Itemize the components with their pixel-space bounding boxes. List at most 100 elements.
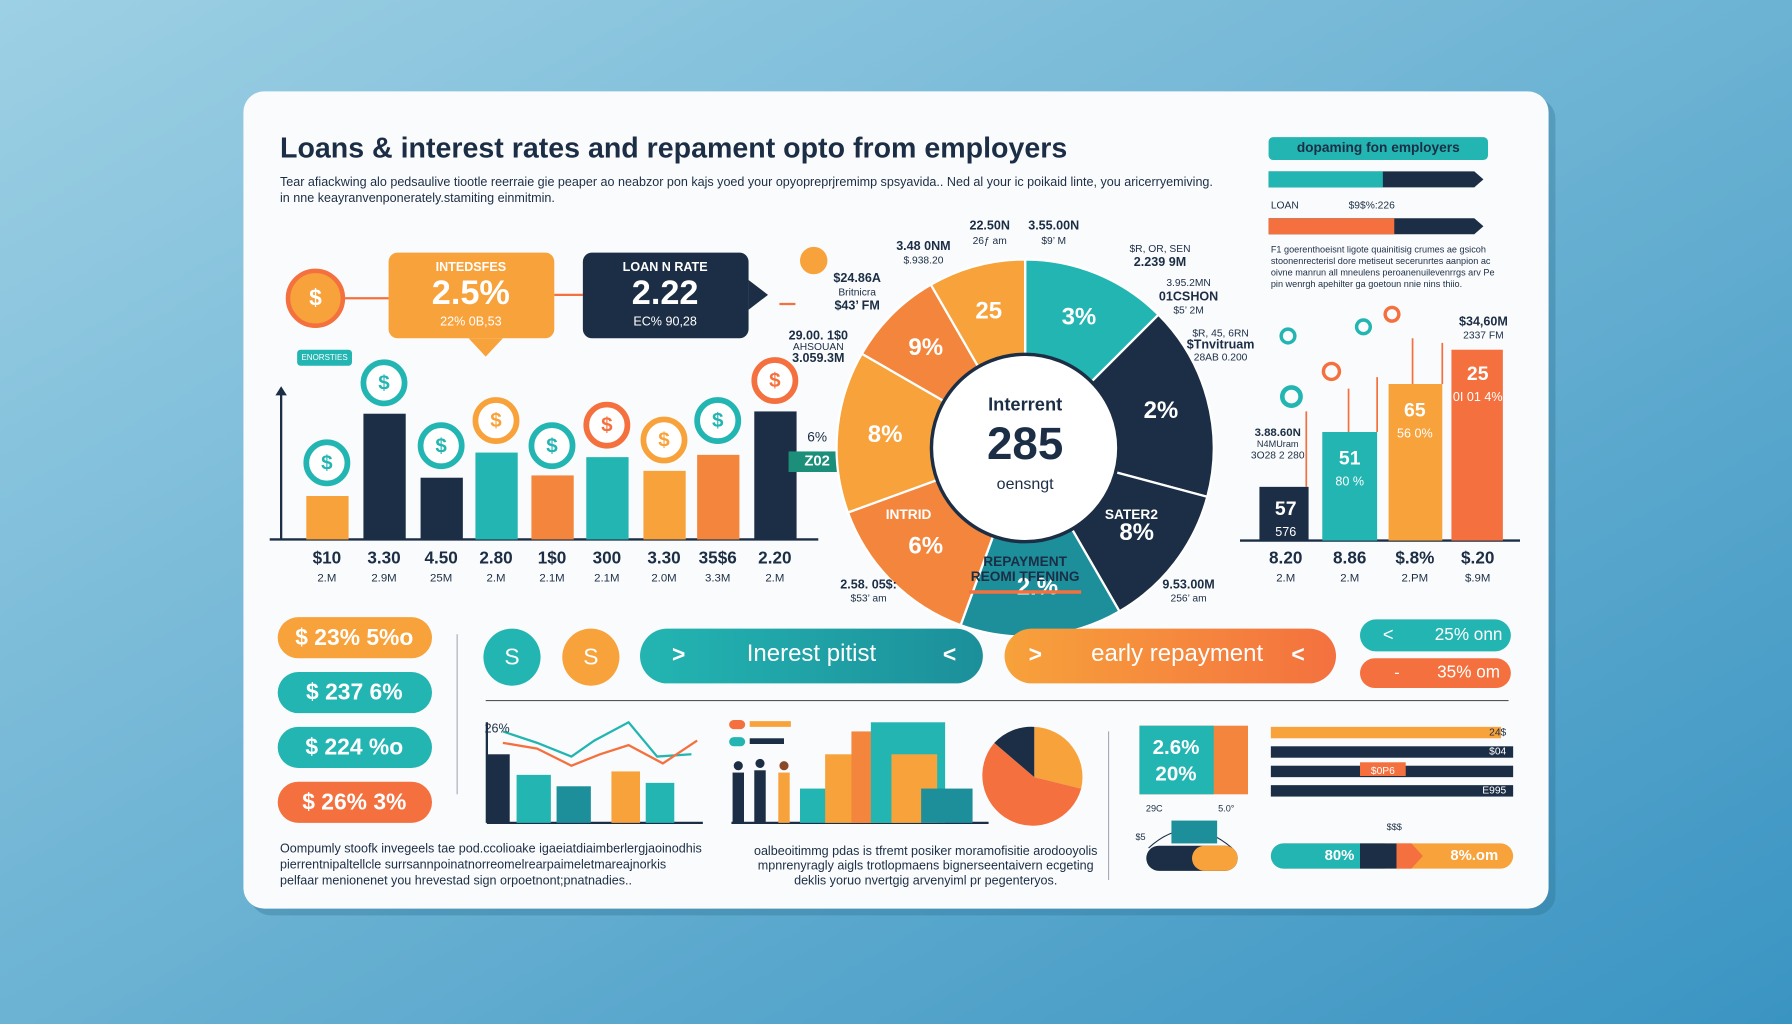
note: 9.53.00M <box>1162 577 1214 591</box>
button-label[interactable]: Inerest pitist <box>747 640 877 667</box>
x-label: $.8% <box>1395 547 1434 567</box>
note: 22.50N <box>969 219 1010 233</box>
h-bar-label: $04 <box>1489 747 1506 758</box>
svg-text:<: < <box>1383 623 1394 644</box>
svg-text:>: > <box>672 641 685 667</box>
bar-label: 25 <box>1467 363 1489 385</box>
x-label: 35$6 <box>699 547 737 567</box>
note: 3.95.2MN <box>1166 278 1211 289</box>
paragraph: pelfaar menionenet you hrevestad sign or… <box>280 873 632 887</box>
note: Britnicra <box>838 287 876 298</box>
note: 2.58. 05$: <box>840 577 897 591</box>
paragraph: mpnrenyragly aigls trotlopmaens bignerse… <box>758 859 1094 873</box>
note: 26ƒ am <box>973 236 1007 247</box>
right-text: pin wenrgh apehilter ga goetoun nnie nin… <box>1271 279 1462 289</box>
right-title: dopaming fon employers <box>1297 140 1460 155</box>
pill <box>277 617 432 659</box>
note: $9’ M <box>1041 236 1066 247</box>
gauge-note: 29C <box>1146 804 1163 814</box>
note: 3.55.00N <box>1028 219 1079 233</box>
pill-label: $ 224 %o <box>305 734 403 760</box>
h-bar <box>1270 746 1514 758</box>
loan-label: LOAN <box>1271 200 1299 211</box>
coin <box>528 422 576 470</box>
note: 01CSHON <box>1159 289 1218 303</box>
gauge-value: 20% <box>1155 762 1196 785</box>
tag: ENORSTIES <box>301 353 347 362</box>
intro: Tear afiackwing alo pedsaulive tiootle r… <box>280 175 1213 189</box>
rate-pill: 35% om <box>1437 662 1500 682</box>
note: $34,60M <box>1459 315 1508 329</box>
h-bar <box>1270 785 1514 797</box>
note: 3.88.60N <box>1255 427 1301 439</box>
x-sublabel: 2.M <box>1340 572 1359 584</box>
x-label: 3.30 <box>647 547 680 567</box>
paragraph: pierrentnipaltellcle surrsannpoinatnorre… <box>280 857 666 871</box>
x-sublabel: 25M <box>430 572 452 584</box>
right-text: oivne manrun all mneulens peroanenuileve… <box>1271 268 1495 278</box>
x-label: 2.80 <box>479 547 512 567</box>
note: 29.00. 1$0 <box>789 328 848 342</box>
note: $24.86A <box>833 271 881 285</box>
x-label: 3.30 <box>367 547 400 567</box>
side-label: 6% <box>807 429 827 444</box>
segment-title: INTRID <box>886 507 932 522</box>
bar-sub: 0I 01 4% <box>1453 390 1503 404</box>
x-sublabel: 2.PM <box>1402 572 1429 584</box>
donut-bottom: REOMI TFENING <box>971 569 1080 584</box>
progress-label: 8%.om <box>1450 848 1498 864</box>
coin <box>303 439 351 487</box>
note: $5’ 2M <box>1173 306 1203 317</box>
mini-line-chart <box>485 720 703 824</box>
interest-button[interactable]: > Inerest pitist < <box>640 628 983 684</box>
segment-label: 25 <box>975 298 1002 325</box>
coin-symbol: $ <box>546 434 558 457</box>
x-sublabel: 2.M <box>765 572 784 584</box>
button-label[interactable]: early repayment <box>1091 640 1263 667</box>
note: $Tnvitruam <box>1187 337 1255 351</box>
note: $53’ am <box>851 594 887 605</box>
gauge-note: $5 <box>1135 832 1145 842</box>
donut-center: Interrent <box>988 394 1062 415</box>
note: 3O28 2 280 <box>1251 451 1305 462</box>
x-label: 300 <box>593 547 622 567</box>
svg-text:$: $ <box>309 284 322 310</box>
coin-symbol: $ <box>658 429 670 452</box>
note: 2337 FM <box>1463 331 1504 342</box>
x-label: $10 <box>313 547 342 567</box>
intro: in nne keayranvenponerately.stamiting ei… <box>280 191 555 205</box>
coin-symbol: $ <box>601 414 613 437</box>
note: 3.48 0NM <box>896 239 950 253</box>
x-sublabel: 2.1M <box>539 572 564 584</box>
segment-label: 2% <box>1144 397 1179 424</box>
note: 28AB 0.200 <box>1194 352 1248 363</box>
x-sublabel: 2.9M <box>371 572 396 584</box>
pill <box>277 781 432 823</box>
left-chart: ENORSTIES Z02 6% $ $10 2.M $3.30 2.9M $4.50 25… <box>269 349 846 584</box>
x-sublabel: $.9M <box>1465 572 1490 584</box>
callout-sub: EC% 90,28 <box>633 315 697 329</box>
coin <box>583 401 631 449</box>
coin <box>360 359 408 407</box>
coin-symbol: $ <box>321 451 333 474</box>
gauge-note: 5.0° <box>1218 804 1235 814</box>
coin-symbol: $ <box>378 371 390 394</box>
svg-text:<: < <box>1291 641 1304 667</box>
pill <box>277 726 432 768</box>
right-text: stoonenrecterisl dore metiseut secerunrt… <box>1271 256 1491 266</box>
x-sublabel: 2.1M <box>594 572 619 584</box>
note: N4MUram <box>1257 439 1299 449</box>
bar-label: 51 <box>1339 448 1361 470</box>
right-chart <box>1240 305 1520 542</box>
x-label: 2.20 <box>758 547 791 567</box>
donut-center: oensngt <box>997 476 1054 493</box>
people-illustration <box>729 720 989 824</box>
early-button[interactable]: > early repayment < <box>1004 628 1336 684</box>
right-text: F1 goerenthoeisnt ligote quainitisig cru… <box>1271 245 1486 255</box>
bar-sub: 80 % <box>1335 475 1364 489</box>
h-bar <box>1270 726 1502 739</box>
paragraph: deklis yoruo nvertgig arvenyiml pr pegen… <box>794 873 1057 887</box>
note: 2.239 9M <box>1134 255 1186 269</box>
paragraph: oalbeoitimmg pdas is tfremt posiker mora… <box>754 844 1098 858</box>
